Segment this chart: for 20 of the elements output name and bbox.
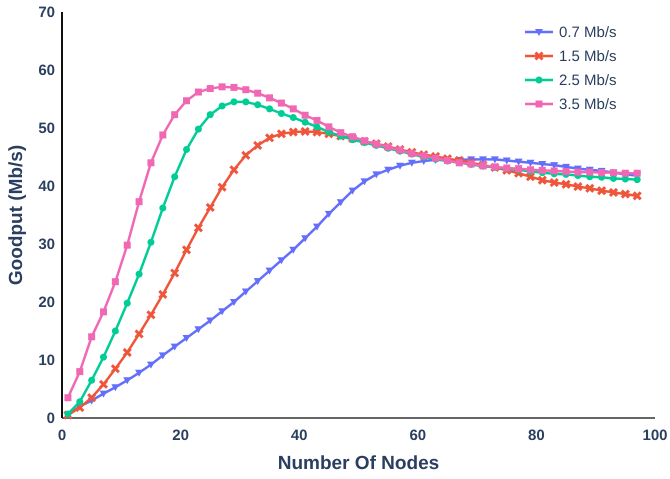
x-tick-label: 100 <box>642 427 668 444</box>
legend-label: 2.5 Mb/s <box>559 72 617 89</box>
y-tick-label: 30 <box>38 236 55 253</box>
x-tick-label: 80 <box>528 427 545 444</box>
x-tick-label: 60 <box>409 427 426 444</box>
y-tick-label: 0 <box>46 410 55 427</box>
x-axis-title: Number Of Nodes <box>278 453 440 474</box>
y-axis-title: Goodput (Mb/s) <box>6 144 27 286</box>
y-tick-label: 60 <box>38 62 55 79</box>
y-tick-label: 50 <box>38 120 55 137</box>
x-tick-label: 20 <box>172 427 189 444</box>
legend-label: 0.7 Mb/s <box>559 24 617 41</box>
y-tick-label: 20 <box>38 294 55 311</box>
y-tick-label: 70 <box>38 4 55 21</box>
legend-label: 1.5 Mb/s <box>559 48 617 65</box>
y-tick-label: 10 <box>38 352 55 369</box>
x-tick-label: 0 <box>58 427 66 444</box>
legend-label: 3.5 Mb/s <box>559 96 617 113</box>
x-tick-label: 40 <box>290 427 308 444</box>
y-tick-label: 40 <box>38 178 55 195</box>
